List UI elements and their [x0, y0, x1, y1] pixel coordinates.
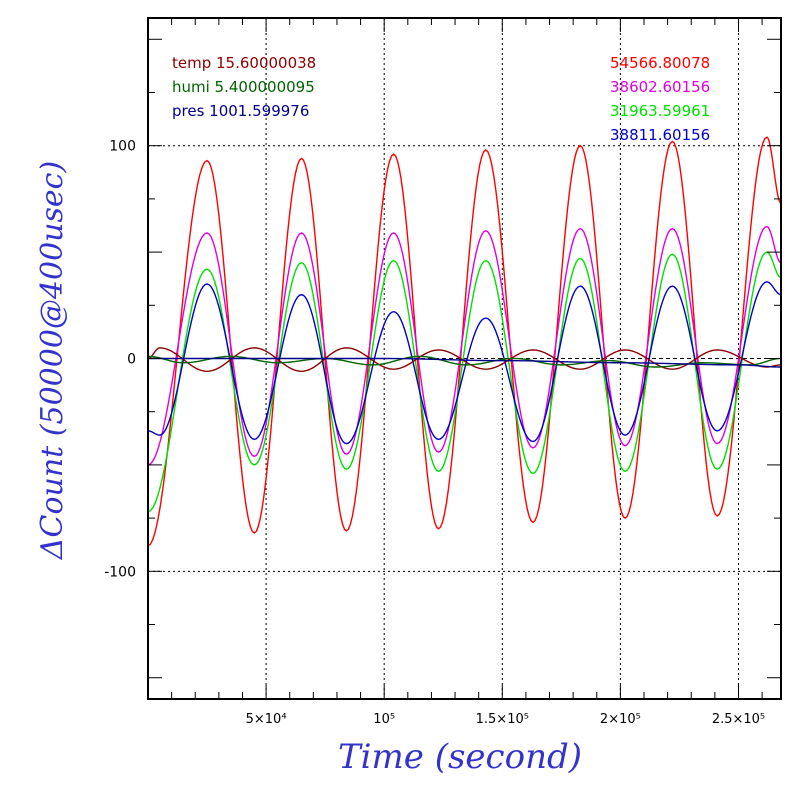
series-line [147, 251, 782, 513]
ticks: 5×10⁴ 10⁵ 1.5×10⁵ 2×10⁵ 2.5×10⁵ 100 0 -100 [104, 18, 781, 727]
legend-entry: temp 15.60000038 [172, 54, 316, 72]
legend-entry: 31963.59961 [610, 102, 710, 120]
y-tick-label: 100 [109, 139, 136, 155]
x-tick-label: 2×10⁵ [600, 712, 641, 727]
x-axis-title: Time (second) [338, 737, 582, 777]
legend-entry: 38602.60156 [610, 78, 710, 96]
y-tick-label: -100 [104, 564, 136, 580]
legend-entry: 54566.80078 [610, 54, 710, 72]
series-layer [147, 136, 782, 547]
x-tick-label: 1.5×10⁵ [476, 712, 529, 727]
legend: temp 15.60000038 humi 5.400000095 pres 100… [172, 54, 710, 144]
y-axis-title: ΔCount (50000@400usec) [35, 161, 70, 560]
legend-entry: humi 5.400000095 [172, 78, 315, 96]
x-tick-label: 2.5×10⁵ [712, 712, 765, 727]
series-line [147, 281, 782, 445]
legend-entry: pres 1001.599976 [172, 102, 309, 120]
y-tick-label: 0 [127, 352, 136, 368]
series-line [147, 136, 782, 547]
x-tick-label: 10⁵ [373, 712, 395, 727]
legend-entry: 38811.60156 [610, 126, 710, 144]
x-tick-label: 5×10⁴ [246, 712, 287, 727]
series-line [148, 357, 782, 368]
